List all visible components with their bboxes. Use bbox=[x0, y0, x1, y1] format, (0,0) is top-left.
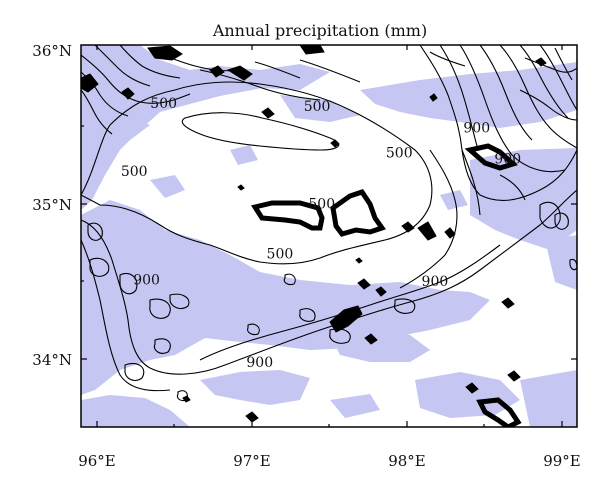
x-tick-label: 98°E bbox=[388, 452, 426, 470]
contour-label: 900 bbox=[463, 121, 490, 137]
solid-marks bbox=[81, 45, 547, 423]
y-tick-label: 34°N bbox=[32, 351, 72, 369]
contour-label: 900 bbox=[422, 274, 449, 290]
contour-label: 500 bbox=[386, 146, 413, 162]
x-axis-labels: 96°E 97°E 98°E 99°E bbox=[78, 452, 581, 470]
y-tick-label: 36°N bbox=[32, 42, 72, 60]
x-tick-label: 97°E bbox=[233, 452, 271, 470]
contour-label: 500 bbox=[121, 164, 148, 180]
contour-label: 900 bbox=[494, 152, 521, 168]
y-axis-labels: 36°N 35°N 34°N bbox=[32, 42, 72, 369]
contour-label: 500 bbox=[150, 96, 177, 112]
contour-label: 500 bbox=[308, 197, 335, 213]
contour-label: 900 bbox=[246, 355, 273, 371]
map-title: Annual precipitation (mm) bbox=[212, 21, 427, 40]
x-tick-label: 96°E bbox=[78, 452, 116, 470]
shaded-regions bbox=[81, 45, 577, 427]
contour-lines bbox=[81, 45, 577, 402]
tick-marks bbox=[81, 45, 577, 427]
y-tick-label: 35°N bbox=[32, 196, 72, 214]
contour-label: 500 bbox=[267, 246, 294, 262]
bold-contours bbox=[251, 143, 522, 427]
x-tick-label: 99°E bbox=[543, 452, 581, 470]
contour-label: 500 bbox=[304, 99, 331, 115]
contour-label: 900 bbox=[133, 273, 160, 289]
